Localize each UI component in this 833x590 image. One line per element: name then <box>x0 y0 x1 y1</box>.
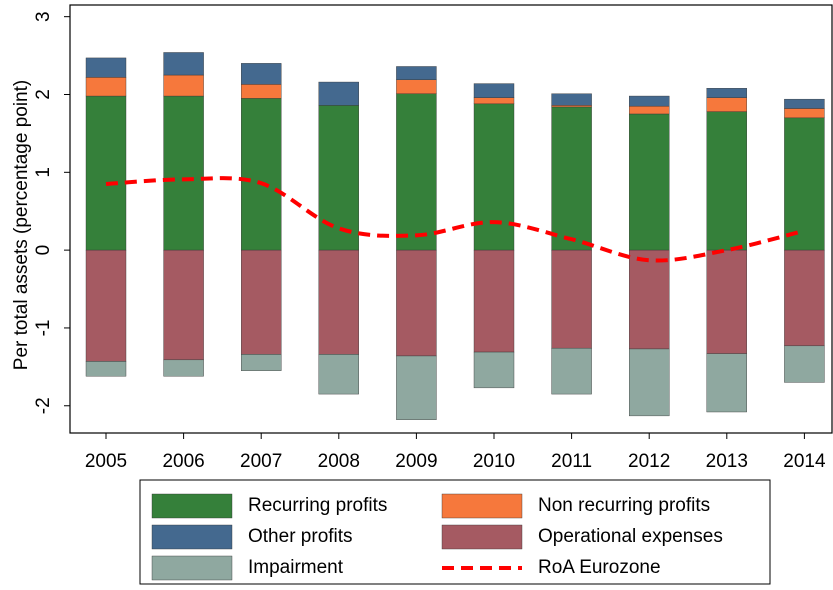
bar <box>473 351 515 389</box>
y-tick-label: 0 <box>33 245 54 256</box>
bar <box>473 249 515 353</box>
bar <box>784 117 825 251</box>
bar <box>784 108 825 119</box>
x-tick-label: 2012 <box>628 451 670 472</box>
bar <box>551 93 592 106</box>
bar <box>85 57 127 78</box>
legend-label: Other profits <box>248 526 353 547</box>
bar <box>163 74 204 97</box>
x-tick-label: 2007 <box>240 451 282 472</box>
bar <box>396 79 437 94</box>
bar <box>396 249 437 357</box>
bar <box>784 98 825 109</box>
bar <box>240 98 282 251</box>
bar <box>318 81 359 106</box>
bar <box>85 77 127 97</box>
bar <box>396 66 437 80</box>
bar <box>706 97 747 112</box>
bar <box>473 97 515 105</box>
bar <box>318 105 359 251</box>
bar <box>396 355 437 420</box>
bar <box>784 345 825 383</box>
bar <box>629 95 670 107</box>
bar <box>551 106 592 251</box>
legend-swatch <box>441 524 523 550</box>
legend-label: Recurring profits <box>248 495 387 516</box>
bar <box>784 249 825 347</box>
bar <box>85 95 127 251</box>
legend-label: Operational expenses <box>538 526 723 547</box>
bar <box>473 103 515 251</box>
bar <box>240 354 282 371</box>
bar <box>163 249 204 361</box>
legend-label: Non recurring profits <box>538 495 710 516</box>
bar <box>85 361 127 377</box>
bar <box>551 105 592 108</box>
bar <box>473 83 515 98</box>
bar <box>706 249 747 354</box>
bar <box>163 359 204 377</box>
legend-label: Impairment <box>248 557 344 578</box>
y-axis-label: Per total assets (percentage point) <box>11 80 32 370</box>
bar <box>629 249 670 350</box>
y-tick-label: -1 <box>33 319 54 336</box>
bar <box>629 105 670 115</box>
legend-swatch <box>151 524 233 550</box>
y-tick-label: -2 <box>33 397 54 414</box>
bar <box>318 249 359 355</box>
y-tick-label: 3 <box>33 11 54 22</box>
y-tick-label: 2 <box>33 89 54 100</box>
bar <box>163 52 204 76</box>
legend-label: RoA Eurozone <box>538 557 661 578</box>
bar <box>240 63 282 85</box>
legend-swatch <box>151 493 233 519</box>
bar <box>318 354 359 395</box>
legend-swatch <box>151 555 233 581</box>
x-tick-label: 2010 <box>473 451 515 472</box>
x-tick-label: 2008 <box>318 451 360 472</box>
x-tick-label: 2011 <box>551 451 592 472</box>
line <box>105 176 805 263</box>
bar <box>85 249 127 362</box>
bar <box>706 88 747 98</box>
bar <box>629 113 670 251</box>
bar <box>706 353 747 413</box>
legend-swatch <box>441 493 523 519</box>
x-tick-label: 2005 <box>85 451 127 472</box>
bar <box>551 347 592 395</box>
bar <box>396 93 437 251</box>
bar <box>706 111 747 251</box>
plot-frame <box>69 4 833 434</box>
x-tick-label: 2013 <box>706 451 748 472</box>
bar <box>551 249 592 349</box>
bar <box>240 249 282 355</box>
bar <box>629 348 670 417</box>
x-tick-label: 2006 <box>162 451 204 472</box>
x-tick-label: 2014 <box>783 451 826 472</box>
y-tick-label: 1 <box>33 167 54 178</box>
bar <box>240 84 282 99</box>
bar <box>163 95 204 251</box>
x-tick-label: 2009 <box>395 451 437 472</box>
